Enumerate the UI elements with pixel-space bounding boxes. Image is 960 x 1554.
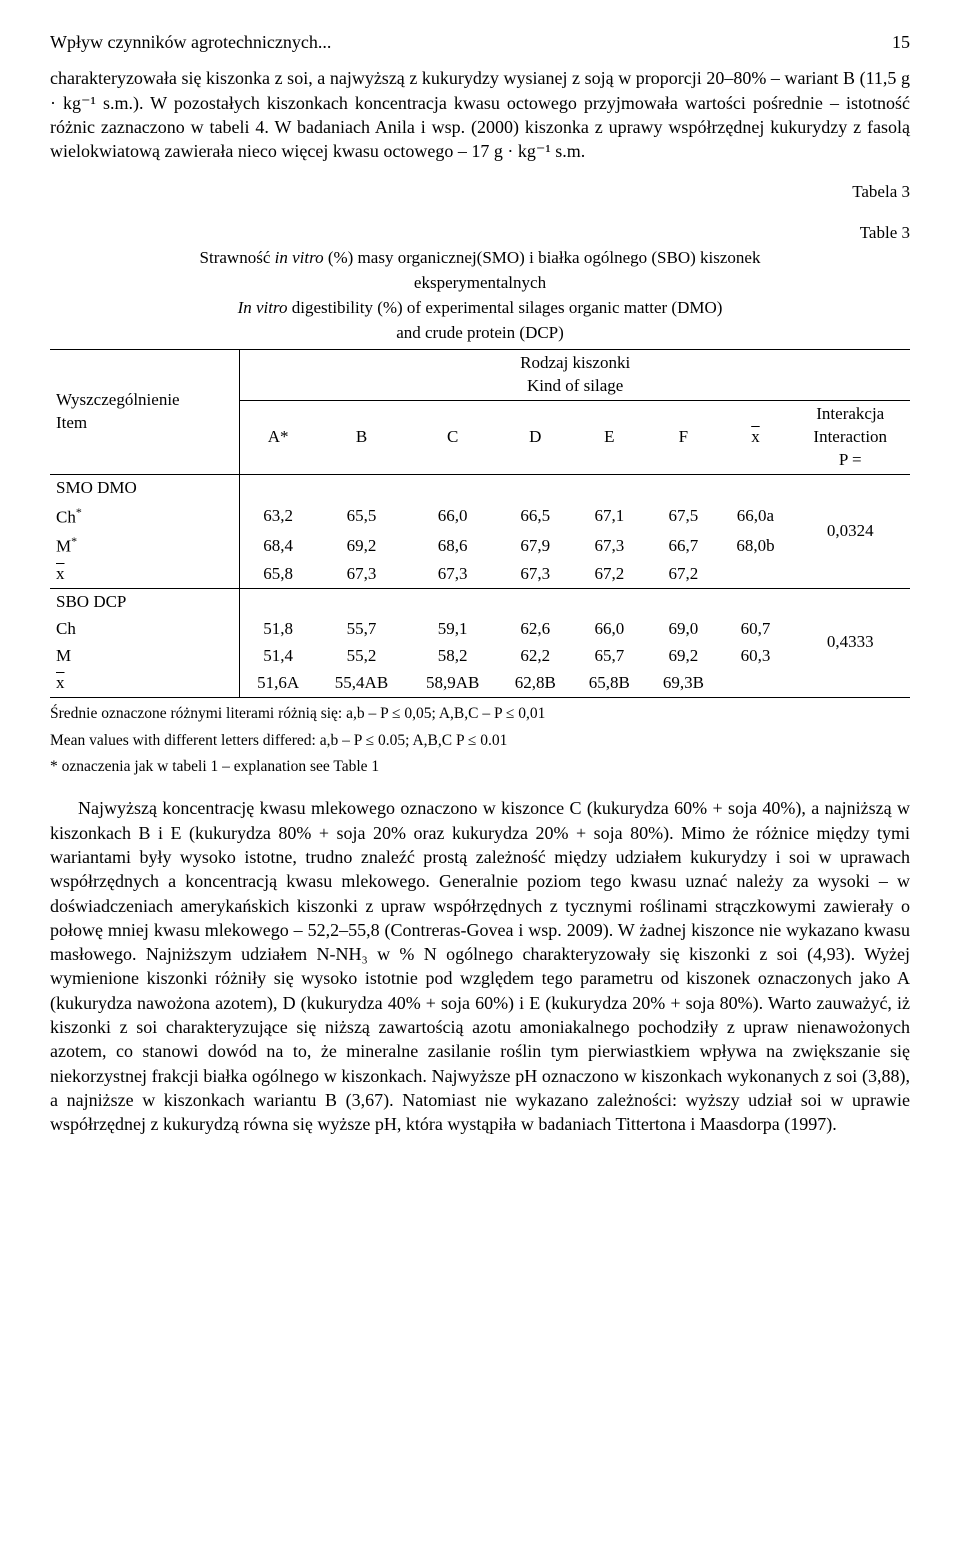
digestibility-table: Wyszczególnienie Item Rodzaj kiszonki Ki… — [50, 349, 910, 698]
caption-line2: eksperymentalnych — [50, 272, 910, 295]
paragraph-intro: charakteryzowała się kiszonka z soi, a n… — [50, 66, 910, 163]
col-D: D — [498, 400, 572, 474]
inter-val: 0,4333 — [790, 588, 910, 697]
col-F: F — [646, 400, 720, 474]
col-E: E — [572, 400, 646, 474]
row-label: x — [50, 670, 240, 697]
col-interaction: Interakcja Interaction P = — [790, 400, 910, 474]
caption-line1: Strawność in vitro (%) masy organicznej(… — [50, 247, 910, 270]
row-label: Ch — [50, 616, 240, 643]
caption-line3: In vitro digestibility (%) of experiment… — [50, 297, 910, 320]
col-group: Rodzaj kiszonki Kind of silage — [240, 350, 910, 401]
col-C: C — [407, 400, 498, 474]
caption-table: Table 3 — [50, 222, 910, 245]
header-title: Wpływ czynników agrotechnicznych... — [50, 30, 331, 54]
col-item: Wyszczególnienie Item — [50, 350, 240, 475]
inter-val: 0,0324 — [790, 474, 910, 588]
body-paragraph: Najwyższą koncentrację kwasu mlekowego o… — [50, 796, 910, 1136]
row-label: SBO DCP — [50, 588, 240, 615]
row-label: x — [50, 561, 240, 588]
footnote-2: Mean values with different letters diffe… — [50, 731, 910, 752]
page-number: 15 — [892, 30, 910, 54]
caption-line4: and crude protein (DCP) — [50, 322, 910, 345]
row-label: M* — [50, 531, 240, 561]
row-label: M — [50, 643, 240, 670]
col-A: A* — [240, 400, 316, 474]
row-label: Ch* — [50, 502, 240, 532]
row-label: SMO DMO — [50, 474, 240, 501]
footnote-1: Średnie oznaczone różnymi literami różni… — [50, 704, 910, 725]
footnote-3: * oznaczenia jak w tabeli 1 – explanatio… — [50, 757, 910, 778]
caption-tabela: Tabela 3 — [50, 181, 910, 204]
running-header: Wpływ czynników agrotechnicznych... 15 — [50, 30, 910, 54]
col-xbar: x — [720, 400, 790, 474]
col-B: B — [316, 400, 407, 474]
